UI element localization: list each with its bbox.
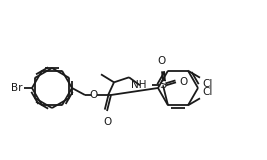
Text: NH: NH <box>132 80 147 90</box>
Text: O: O <box>103 117 111 127</box>
Text: Br: Br <box>11 83 23 93</box>
Text: Cl: Cl <box>202 87 212 97</box>
Text: O: O <box>179 77 187 87</box>
Text: Cl: Cl <box>202 79 212 89</box>
Text: O: O <box>90 90 98 100</box>
Text: O: O <box>158 56 166 66</box>
Text: S: S <box>159 80 167 90</box>
